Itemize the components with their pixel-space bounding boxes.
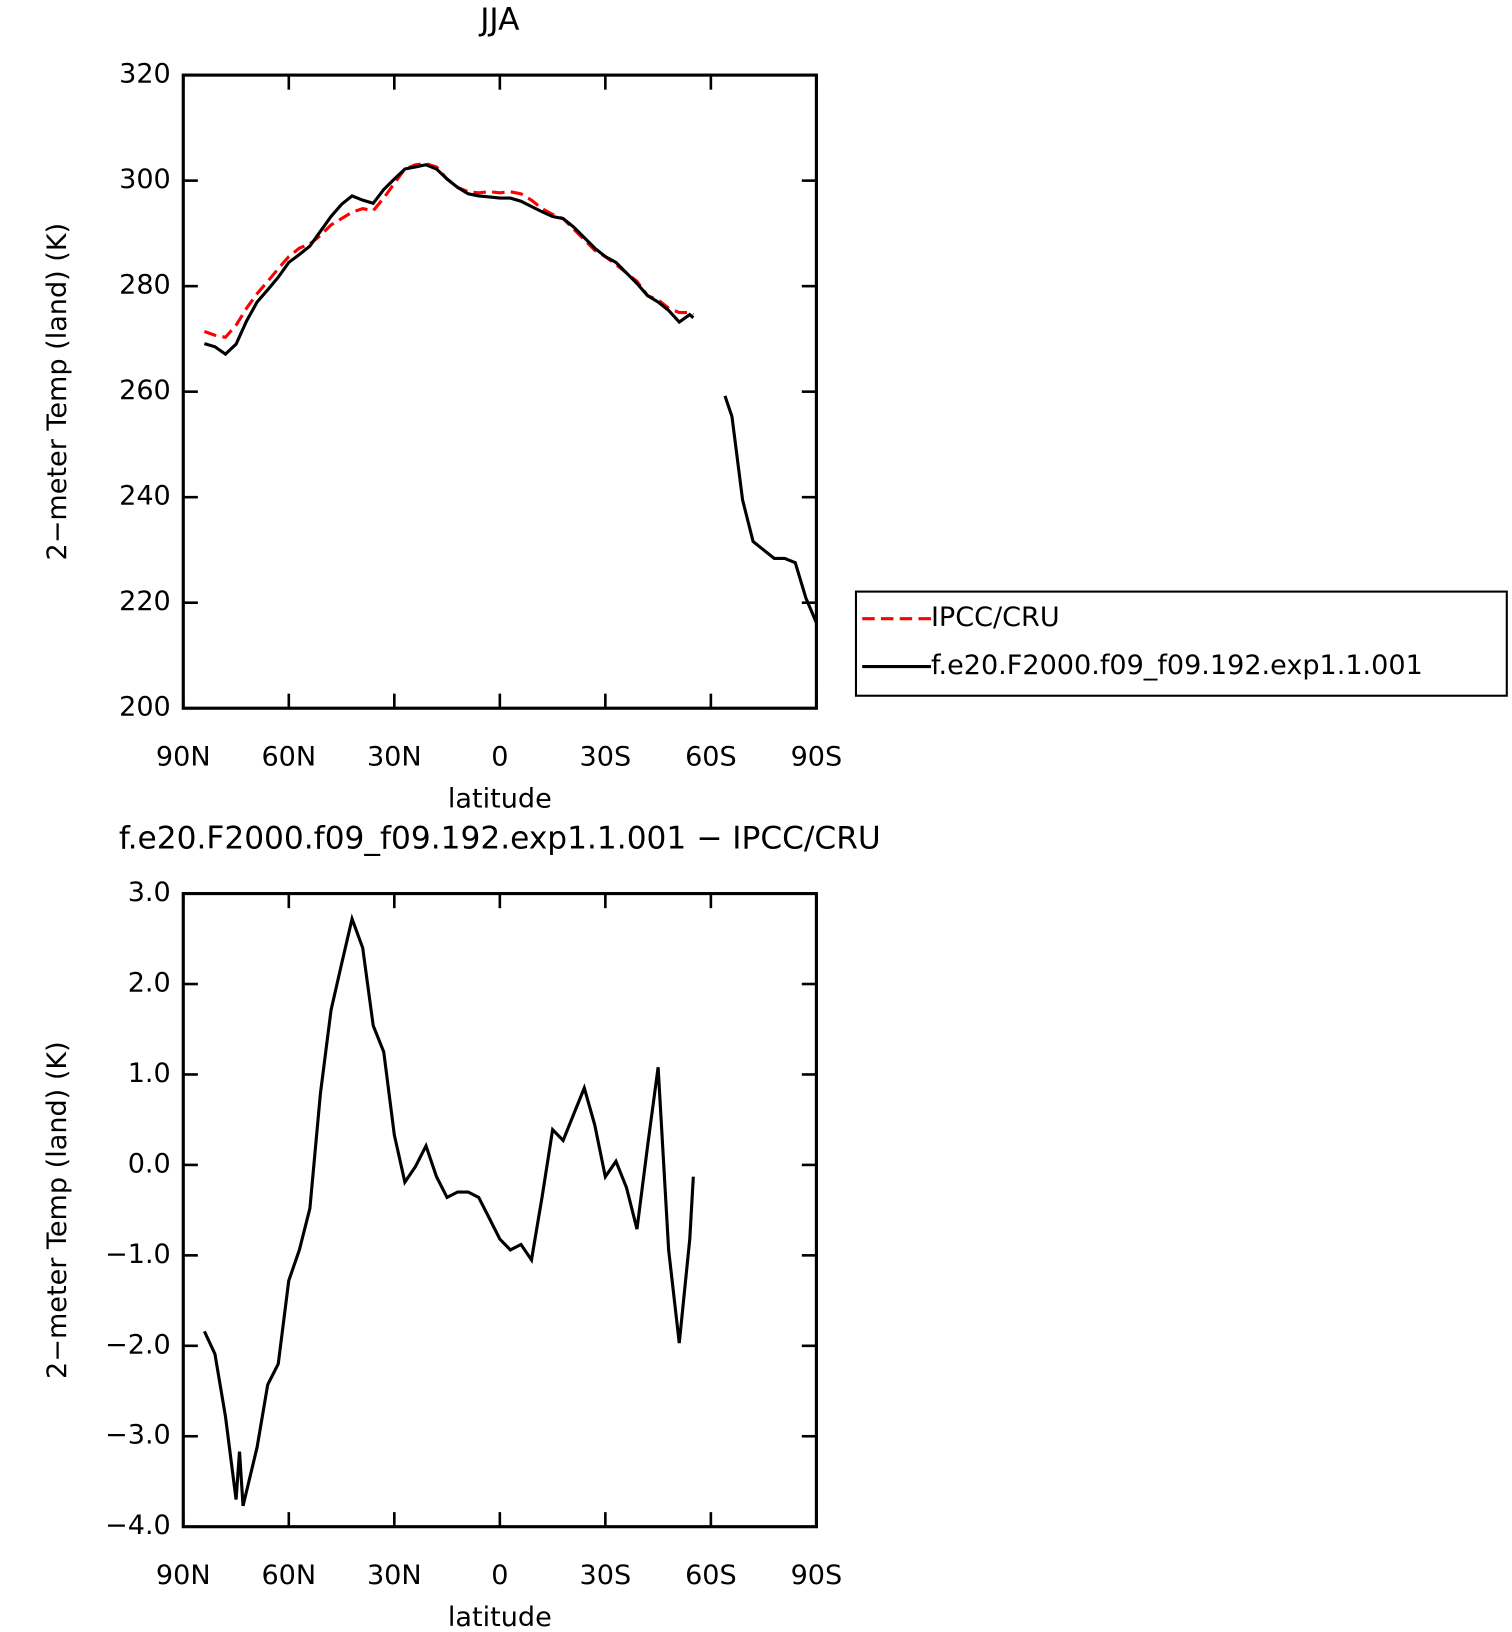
y-tick-label: −4.0 <box>105 1510 171 1541</box>
x-axis-label: latitude <box>448 783 552 814</box>
x-tick-label: 30S <box>580 742 632 773</box>
data-line <box>203 163 818 624</box>
x-tick-label: 0 <box>491 742 508 773</box>
y-axis-label: 2−meter Temp (land) (K) <box>42 223 73 561</box>
x-tick-label: 30S <box>580 1560 632 1591</box>
y-tick-label: 200 <box>119 692 171 723</box>
y-tick-label: 240 <box>119 481 171 512</box>
legend-label: f.e20.F2000.f09_f09.192.exp1.1.001 <box>931 650 1423 681</box>
x-tick-label: 60N <box>261 1560 316 1591</box>
y-tick-label: 280 <box>119 270 171 301</box>
y-tick-label: −3.0 <box>105 1420 171 1451</box>
y-tick-label: 320 <box>119 59 171 90</box>
x-tick-label: 90N <box>156 1560 211 1591</box>
y-tick-label: 260 <box>119 375 171 406</box>
y-tick-label: 0.0 <box>128 1148 171 1179</box>
chart-title: JJA <box>478 2 520 38</box>
y-tick-label: 300 <box>119 164 171 195</box>
y-axis-label: 2−meter Temp (land) (K) <box>42 1041 73 1379</box>
plot-frame <box>181 73 818 710</box>
chart-title: f.e20.F2000.f09_f09.192.exp1.1.001 − IPC… <box>119 820 881 856</box>
x-tick-label: 0 <box>491 1560 508 1591</box>
x-tick-label: 60S <box>685 742 737 773</box>
x-tick-label: 30N <box>367 1560 422 1591</box>
x-tick-label: 90S <box>791 742 843 773</box>
y-tick-label: 2.0 <box>128 968 171 999</box>
x-axis-label: latitude <box>448 1602 552 1632</box>
x-tick-label: 60S <box>685 1560 737 1591</box>
x-tick-label: 60N <box>261 742 316 773</box>
y-tick-label: 3.0 <box>128 877 171 908</box>
plot-frame <box>181 892 818 1529</box>
y-tick-label: −1.0 <box>105 1239 171 1270</box>
y-tick-label: −2.0 <box>105 1329 171 1360</box>
y-tick-label: 220 <box>119 586 171 617</box>
x-tick-label: 30N <box>367 742 422 773</box>
x-tick-label: 90S <box>791 1560 843 1591</box>
legend-box <box>854 590 1508 697</box>
legend-label: IPCC/CRU <box>931 602 1060 633</box>
data-line <box>203 162 695 340</box>
y-tick-label: 1.0 <box>128 1058 171 1089</box>
data-line <box>202 913 695 1507</box>
x-tick-label: 90N <box>156 742 211 773</box>
